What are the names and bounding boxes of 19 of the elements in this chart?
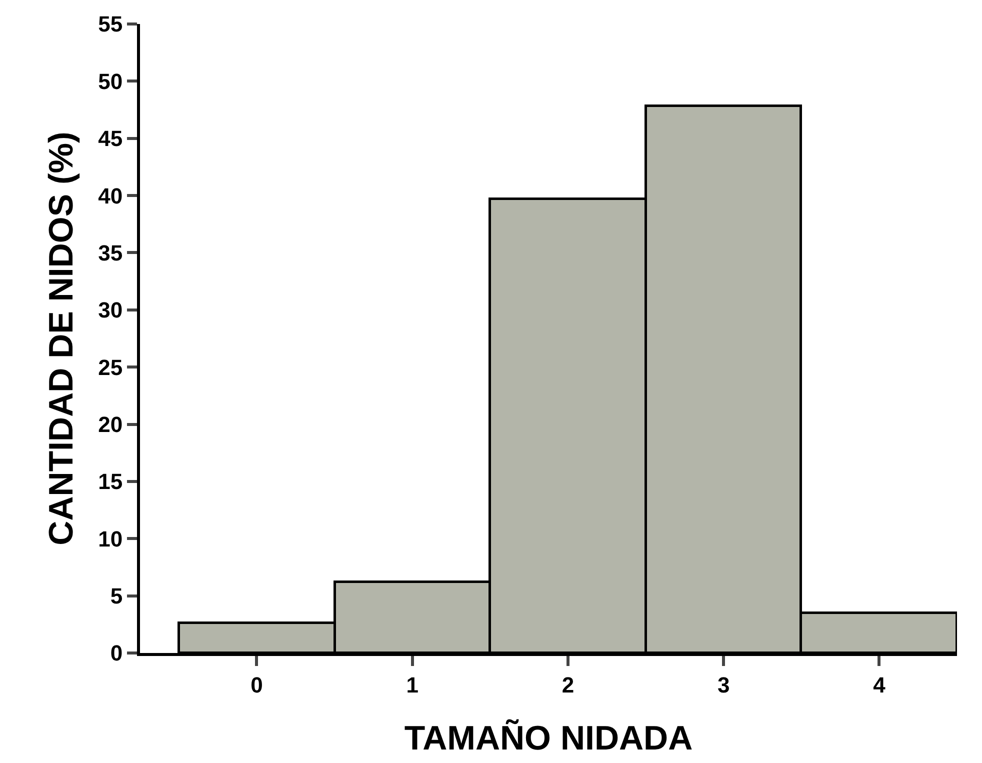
y-tick-label: 0 <box>110 640 123 666</box>
y-tick-label: 5 <box>110 584 123 609</box>
y-tick-label: 30 <box>98 298 123 323</box>
y-tick-label: 25 <box>98 354 123 380</box>
x-tick-label: 3 <box>717 672 730 698</box>
x-tick-label: 0 <box>250 672 263 698</box>
y-tick-label: 45 <box>98 126 123 152</box>
y-tick-label: 10 <box>98 526 123 552</box>
x-tick-label: 4 <box>873 672 886 698</box>
x-tick-label: 2 <box>562 672 574 698</box>
x-tick-label: 1 <box>406 672 418 698</box>
y-tick-label: 55 <box>98 12 123 37</box>
x-axis-title: TAMAÑO NIDADA <box>404 718 693 758</box>
y-tick-label: 40 <box>98 183 123 208</box>
y-tick-label: 35 <box>98 240 123 266</box>
y-tick-label: 50 <box>98 68 123 94</box>
y-tick-label: 15 <box>98 469 123 494</box>
y-tick-label: 20 <box>98 412 123 437</box>
y-axis-title: CANTIDAD DE NIDOS (%) <box>42 132 81 546</box>
